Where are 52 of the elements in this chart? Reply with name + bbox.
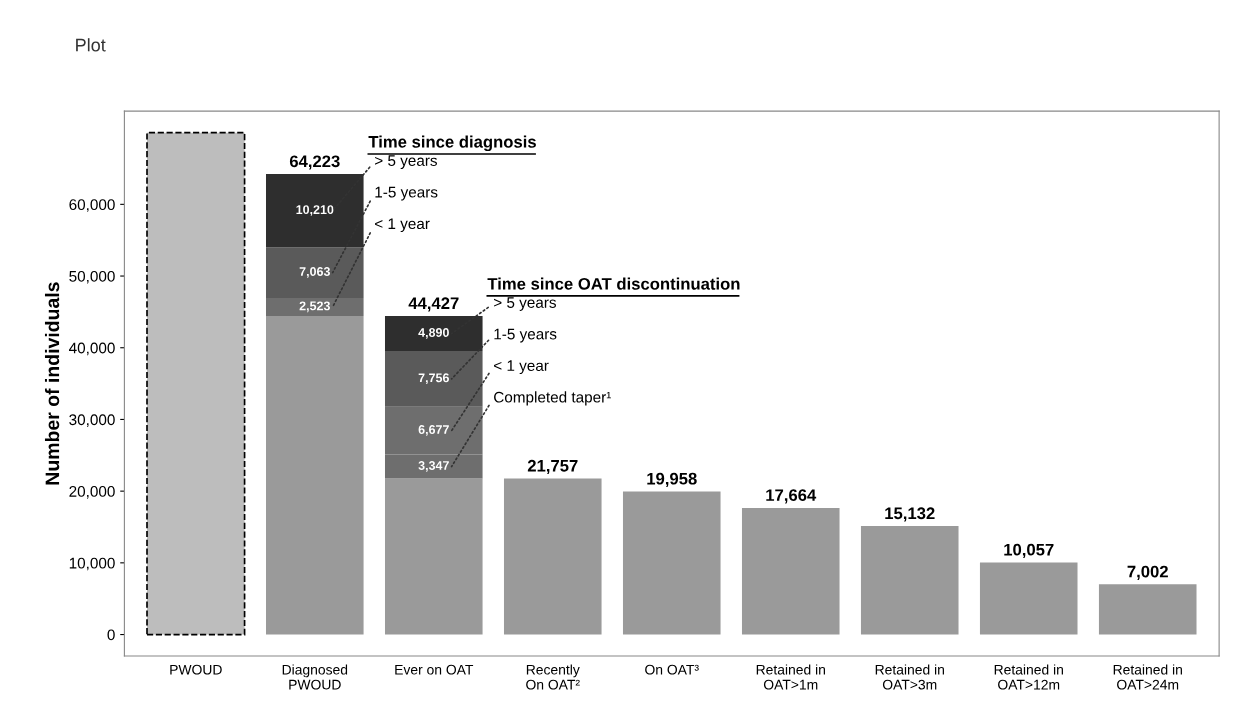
annotation: Completed taper¹	[494, 391, 611, 406]
annotation: Time since diagnosis	[368, 135, 536, 152]
data-label: 2,523	[299, 301, 330, 313]
x-tick-label: Ever on OAT	[395, 664, 474, 675]
y-tick-label: 50,000	[69, 270, 115, 284]
data-label: 3,347	[418, 461, 449, 472]
x-tick-label: Diagnosed PWOUD	[282, 664, 348, 690]
data-label: 4,890	[418, 328, 449, 339]
bar	[979, 562, 1078, 635]
y-tick-label: 60,000	[69, 199, 115, 212]
bar	[266, 297, 364, 316]
x-tick-label: On OAT³	[645, 664, 699, 675]
bar	[266, 316, 364, 635]
bar	[860, 526, 959, 635]
bar	[1098, 584, 1197, 635]
bar	[622, 491, 721, 635]
annotation: < 1 year	[375, 218, 430, 233]
total-label: 21,757	[527, 459, 578, 475]
x-tick-label: PWOUD	[170, 664, 222, 675]
x-tick-label: Recently On OAT²	[526, 664, 580, 690]
y-tick-label: 30,000	[69, 414, 115, 427]
text: Plot	[76, 38, 106, 52]
total-label: 44,427	[408, 297, 459, 312]
annotation: < 1 year	[494, 360, 549, 375]
total-label: 10,057	[1004, 543, 1054, 558]
data-label: 7,756	[418, 373, 449, 385]
data-label: 7,063	[299, 267, 330, 278]
y-axis-title: Number of individuals	[44, 282, 60, 485]
bar	[384, 478, 483, 635]
y-tick-label: 20,000	[69, 486, 115, 499]
total-label: 19,958	[647, 472, 697, 487]
x-tick-label: Retained in OAT>24m	[1113, 664, 1182, 690]
bar	[146, 131, 246, 636]
annotation: 1-5 years	[375, 186, 438, 201]
total-label: 7,002	[1127, 565, 1168, 580]
total-label: 17,664	[766, 489, 817, 504]
annotation: 1-5 years	[494, 328, 557, 343]
data-label: 10,210	[296, 205, 334, 216]
annotation: Time since OAT discontinuation	[487, 277, 740, 290]
y-tick-label: 10,000	[69, 557, 115, 571]
annotation: > 5 years	[494, 297, 556, 311]
annotation: > 5 years	[375, 155, 437, 169]
bar	[741, 507, 840, 635]
total-label: 64,223	[289, 155, 340, 170]
y-tick-label: 40,000	[69, 342, 115, 356]
x-tick-label: Retained in OAT>3m	[875, 664, 944, 690]
bar	[503, 478, 602, 635]
y-tick-label: 0	[107, 629, 115, 641]
x-tick-label: Retained in OAT>12m	[994, 664, 1063, 690]
x-tick-label: Retained in OAT>1m	[756, 664, 825, 690]
total-label: 15,132	[885, 507, 935, 522]
data-label: 6,677	[418, 425, 449, 436]
